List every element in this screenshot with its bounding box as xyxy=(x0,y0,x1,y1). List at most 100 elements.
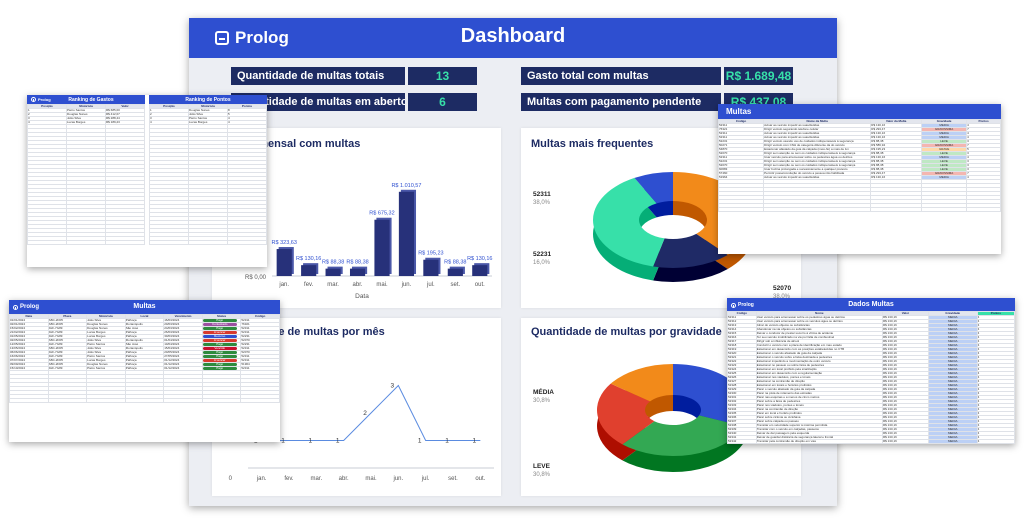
x-tick-label: fev. xyxy=(304,282,314,288)
multas-sheet-header: Prolog Multas xyxy=(9,300,280,314)
x-tick-label: mai. xyxy=(365,476,377,482)
bar-value-label: R$ 195,23 xyxy=(418,251,443,257)
x-tick-label: set. xyxy=(448,476,458,482)
kpi-total-fines: Quantidade de multas totais 13 xyxy=(231,67,477,85)
panel-title: Ranking de Pontos xyxy=(185,97,231,103)
bar xyxy=(447,268,463,276)
severity-badge: GRAVE xyxy=(922,148,966,151)
status-cell: Pago xyxy=(201,342,242,347)
donut-slice xyxy=(610,364,673,402)
empty-row xyxy=(718,207,1001,212)
severity-badge: MÉDIA xyxy=(929,396,977,399)
severity-badge: MÉDIA xyxy=(929,348,977,351)
table-cell xyxy=(763,207,872,212)
slice-percent-label: 30,8% xyxy=(533,398,551,404)
brand-name: Prolog xyxy=(20,304,39,310)
severity-badge: MÉDIA xyxy=(929,432,977,435)
table-row[interactable]: 06/06/2024 JHF-7G89 João Silva Palhoça 20/05… xyxy=(9,350,280,355)
slice-percent-label: 38,0% xyxy=(533,200,551,206)
table-cell xyxy=(921,207,968,212)
status-badge: A vencer xyxy=(203,331,237,334)
bar-value-label: R$ 675,32 xyxy=(369,211,394,217)
severity-badge: MÉDIA xyxy=(929,356,977,359)
table-row: 52311 Avisar ao veículo impedir as suas/d… xyxy=(718,123,1001,128)
severity-badge: MÉDIA xyxy=(929,440,977,443)
ranking-pontos-header: Ranking de Pontos xyxy=(149,95,267,104)
kpi-value: R$ 1.689,48 xyxy=(721,67,793,85)
table-cell xyxy=(86,398,126,403)
donut-slice xyxy=(634,172,673,204)
slice-label: 52070 xyxy=(773,285,791,292)
table-row[interactable]: 02/01/2024 ABC-2D05 Douglas Nunes Florianóp… xyxy=(9,322,280,327)
table-cell xyxy=(966,207,1001,212)
chart-title: Quantidade de multas por gravidade xyxy=(531,326,722,338)
status-cell: Pago xyxy=(201,366,242,371)
severity-badge: MÉDIA xyxy=(929,424,977,427)
severity-badge: MÉDIA xyxy=(929,320,977,323)
x-tick-label: jul. xyxy=(426,282,435,288)
table-row[interactable]: 15/10/2024 JHF-7G89 Pietro Santos Palhoça 01… xyxy=(9,366,280,371)
bar xyxy=(301,265,317,276)
severity-badge: MÉDIA xyxy=(922,136,966,139)
slice-percent-label: 16,0% xyxy=(533,260,551,266)
severity-badge: LEVE xyxy=(922,164,966,167)
prolog-logo-icon xyxy=(731,302,736,308)
severity-badge: MÉDIA xyxy=(929,392,977,395)
bar xyxy=(374,219,390,276)
x-tick-label: out. xyxy=(475,476,485,482)
x-axis-label: Data xyxy=(355,293,369,300)
severity-badge: GRAVÍSSIMA xyxy=(922,172,966,175)
kpi-label: Quantidade de multas em aberto xyxy=(237,96,408,108)
panel-title: Multas xyxy=(726,107,752,116)
status-badge: Vencido xyxy=(203,347,237,350)
table-cell xyxy=(163,398,203,403)
table-row: 52330 Parar na pista de rolamento das est… xyxy=(727,391,1015,396)
slice-percent-label: 30,8% xyxy=(533,472,551,478)
severity-badge: MÉDIA xyxy=(929,388,977,391)
table-cell xyxy=(188,240,228,245)
severity-badge: MÉDIA xyxy=(929,376,977,379)
prolog-logo[interactable]: Prolog xyxy=(31,97,51,102)
severity-badge: MÉDIA xyxy=(929,436,977,439)
prolog-logo[interactable]: Prolog xyxy=(731,302,754,308)
status-badge: Recurso xyxy=(203,335,237,338)
severity-badge: MÉDIA xyxy=(929,384,977,387)
ranking-sheet: Prolog Ranking de Gastos Posição Motorist… xyxy=(27,95,267,267)
table-cell xyxy=(9,398,49,403)
severity-badge: MÉDIA xyxy=(929,332,977,335)
severity-badge: MÉDIA xyxy=(929,336,977,339)
status-badge: Pago xyxy=(203,351,237,354)
severity-badge: MÉDIA xyxy=(929,328,977,331)
donut-slice xyxy=(622,415,745,456)
empty-row xyxy=(27,240,145,245)
panel-title: Multas xyxy=(133,303,156,310)
multas-sheet: Prolog Multas Data Placa Motorista Local Ven… xyxy=(9,300,280,442)
severity-badge: LEVE xyxy=(922,140,966,143)
status-badge: Pago xyxy=(203,319,237,322)
prolog-logo[interactable]: Prolog xyxy=(215,28,289,48)
multas-table: Data Placa Motorista Local Vencimento Status C… xyxy=(9,314,280,403)
table-row: 52340 Deixar de dar passagem pela esquerd… xyxy=(727,431,1015,436)
bar xyxy=(276,249,292,276)
kpi-label: Quantidade de multas totais xyxy=(237,70,385,82)
table-cell: Dirigir sem atenção ou sem os cuidados i… xyxy=(763,151,872,156)
y-tick-label: 0 xyxy=(229,476,233,482)
kpi-label: Gasto total com multas xyxy=(527,70,649,82)
prolog-logo[interactable]: Prolog xyxy=(13,304,39,310)
multas-reference-sheet: Multas Código Nome da Multa Valor da Multa… xyxy=(718,104,1001,254)
point-label: 3 xyxy=(391,383,395,390)
x-tick-label: mar. xyxy=(310,476,322,482)
table-cell xyxy=(149,240,189,245)
kpi-open-fines: Quantidade de multas em aberto 6 xyxy=(231,93,477,111)
severity-badge: MÉDIA xyxy=(929,420,977,423)
severity-badge: MÉDIA xyxy=(929,344,977,347)
table-row: 50271 Dirigir veículo com CNH de categori… xyxy=(718,143,1001,148)
kpi-value: 6 xyxy=(405,93,477,111)
table-cell: Deixar de conservar o veículo na faixa a… xyxy=(755,443,883,444)
bar xyxy=(349,268,366,276)
series-line xyxy=(261,384,481,441)
status-badge: A vencer xyxy=(203,359,237,362)
bar xyxy=(472,265,488,276)
x-tick-label: jun. xyxy=(392,476,403,482)
bar-value-label: R$ 88,38 xyxy=(444,260,466,266)
